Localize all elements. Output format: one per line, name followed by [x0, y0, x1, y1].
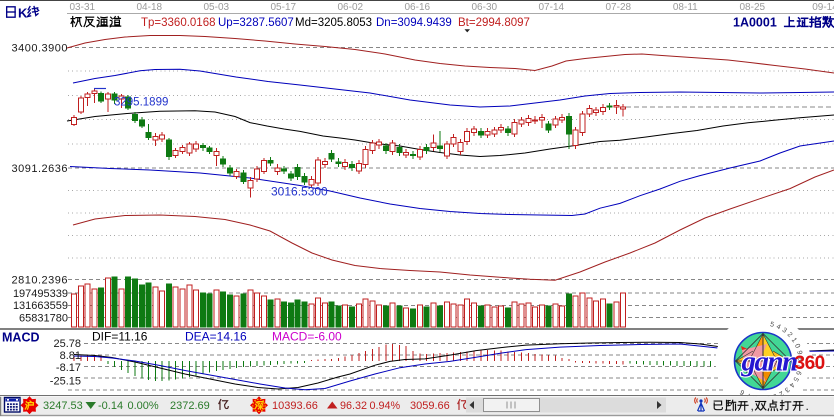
- svg-text:06-02: 06-02: [338, 2, 364, 13]
- svg-text:6: 6: [739, 388, 746, 396]
- svg-text:MACD=-6.00: MACD=-6.00: [272, 330, 342, 344]
- svg-text:0: 0: [793, 343, 801, 350]
- svg-text:10393.66: 10393.66: [272, 400, 318, 412]
- svg-text:05-17: 05-17: [271, 2, 297, 13]
- svg-text:-25.15: -25.15: [50, 376, 81, 388]
- svg-text:1A0001: 1A0001: [733, 16, 777, 30]
- svg-text:MACD: MACD: [2, 331, 40, 345]
- svg-text:360: 360: [795, 353, 825, 374]
- svg-text:09-14: 09-14: [812, 2, 834, 13]
- svg-text:05-03: 05-03: [204, 2, 230, 13]
- svg-text:96.32: 96.32: [340, 400, 367, 412]
- svg-text:04-18: 04-18: [137, 2, 163, 13]
- svg-text:1: 1: [790, 337, 798, 344]
- svg-text:2: 2: [778, 389, 785, 397]
- svg-text:25.78: 25.78: [53, 338, 81, 350]
- svg-text:3: 3: [781, 327, 788, 335]
- svg-text:Up=3287.5607: Up=3287.5607: [218, 17, 294, 29]
- svg-text:07-14: 07-14: [539, 2, 565, 13]
- svg-text:8.81: 8.81: [60, 350, 81, 362]
- svg-text:131663559: 131663559: [13, 300, 68, 312]
- svg-text:Md=3205.8053: Md=3205.8053: [295, 17, 372, 29]
- svg-text:65831780: 65831780: [19, 313, 68, 325]
- svg-text:0.94%: 0.94%: [370, 400, 401, 412]
- svg-text:07-28: 07-28: [606, 2, 632, 13]
- svg-text:197495339: 197495339: [13, 288, 68, 300]
- svg-text:2810.2396: 2810.2396: [12, 275, 69, 287]
- svg-text:.: .: [806, 399, 809, 413]
- svg-text:4: 4: [788, 381, 796, 389]
- svg-text:3: 3: [783, 385, 791, 393]
- svg-text:3091.2636: 3091.2636: [12, 163, 69, 175]
- svg-text:06-30: 06-30: [472, 2, 498, 13]
- svg-text:DEA=14.16: DEA=14.16: [185, 330, 247, 344]
- svg-text:0.00%: 0.00%: [128, 400, 159, 412]
- svg-text:-8.17: -8.17: [56, 362, 81, 374]
- svg-text:8: 8: [796, 357, 803, 361]
- svg-text:2: 2: [786, 331, 794, 339]
- svg-text:gann: gann: [741, 346, 798, 378]
- svg-text:K: K: [18, 6, 28, 21]
- svg-text:3059.66: 3059.66: [410, 400, 450, 412]
- svg-text:6: 6: [794, 370, 802, 376]
- svg-text:7: 7: [796, 364, 803, 369]
- svg-text:-0.14: -0.14: [98, 400, 123, 412]
- svg-text:06-16: 06-16: [405, 2, 431, 13]
- svg-text:DIF=11.16: DIF=11.16: [92, 330, 148, 344]
- svg-text:3247.53: 3247.53: [43, 400, 83, 412]
- svg-text:Dn=3094.9439: Dn=3094.9439: [376, 17, 452, 29]
- svg-text:4: 4: [775, 323, 782, 331]
- svg-text:Tp=3360.0168: Tp=3360.0168: [141, 17, 216, 29]
- svg-text:3016.5300: 3016.5300: [271, 185, 328, 199]
- svg-text:3400.3900: 3400.3900: [12, 43, 69, 55]
- svg-text:5: 5: [791, 376, 799, 383]
- svg-text:2372.69: 2372.69: [170, 400, 210, 412]
- svg-text:,: ,: [751, 399, 754, 413]
- svg-text:5: 5: [769, 321, 775, 329]
- svg-text:3295.1899: 3295.1899: [114, 97, 168, 109]
- svg-text:03-31: 03-31: [70, 2, 96, 13]
- svg-text:08-11: 08-11: [673, 2, 698, 13]
- svg-text:08-25: 08-25: [740, 2, 766, 13]
- svg-text:Bt=2994.8097: Bt=2994.8097: [458, 17, 530, 29]
- svg-text:9: 9: [795, 350, 803, 355]
